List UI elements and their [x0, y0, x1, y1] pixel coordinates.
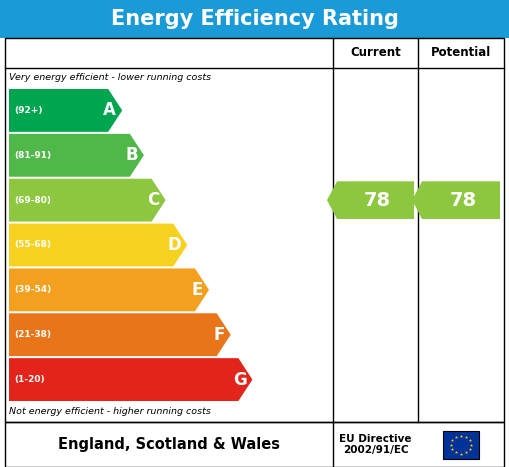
- Text: (81-91): (81-91): [14, 151, 51, 160]
- Bar: [5, 422, 504, 467]
- Text: Energy Efficiency Rating: Energy Efficiency Rating: [110, 9, 399, 29]
- Text: Very energy efficient - lower running costs: Very energy efficient - lower running co…: [9, 73, 211, 83]
- Text: B: B: [125, 146, 138, 164]
- Text: (1-20): (1-20): [14, 375, 45, 384]
- Polygon shape: [9, 89, 122, 132]
- Polygon shape: [9, 134, 144, 177]
- Text: F: F: [213, 325, 224, 344]
- Text: (92+): (92+): [14, 106, 42, 115]
- Polygon shape: [9, 313, 231, 356]
- Text: 78: 78: [449, 191, 476, 210]
- Polygon shape: [9, 269, 209, 311]
- Polygon shape: [9, 224, 187, 267]
- Text: E: E: [191, 281, 203, 299]
- Text: Not energy efficient - higher running costs: Not energy efficient - higher running co…: [9, 408, 211, 417]
- Text: (69-80): (69-80): [14, 196, 51, 205]
- Text: (39-54): (39-54): [14, 285, 51, 294]
- Text: (55-68): (55-68): [14, 241, 51, 249]
- Polygon shape: [327, 181, 414, 219]
- Text: England, Scotland & Wales: England, Scotland & Wales: [58, 437, 280, 452]
- Text: EU Directive
2002/91/EC: EU Directive 2002/91/EC: [340, 434, 412, 455]
- Text: Potential: Potential: [431, 47, 491, 59]
- Text: D: D: [167, 236, 181, 254]
- Text: 78: 78: [364, 191, 391, 210]
- Bar: [5, 38, 504, 422]
- Polygon shape: [412, 181, 500, 219]
- Bar: [443, 431, 479, 459]
- Text: Current: Current: [350, 47, 401, 59]
- Text: C: C: [147, 191, 160, 209]
- Text: (21-38): (21-38): [14, 330, 51, 339]
- Bar: [0, 0, 509, 38]
- Polygon shape: [9, 358, 252, 401]
- Polygon shape: [9, 179, 165, 221]
- Text: G: G: [233, 371, 246, 389]
- Text: A: A: [103, 101, 116, 120]
